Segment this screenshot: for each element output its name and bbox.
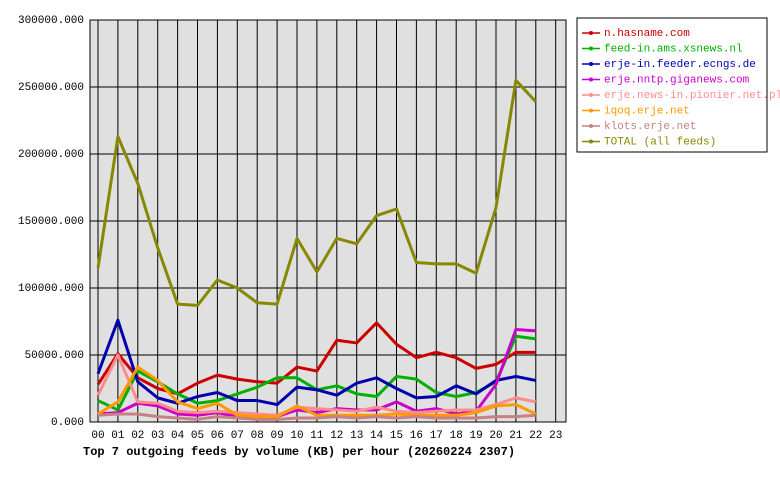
series-line bbox=[96, 78, 537, 307]
x-tick-label: 19 bbox=[469, 430, 482, 442]
x-tick-label: 23 bbox=[549, 430, 562, 442]
x-tick-label: 06 bbox=[211, 430, 224, 442]
legend-box bbox=[576, 17, 768, 153]
x-tick-label: 01 bbox=[111, 430, 125, 442]
y-tick-label: 300000.000 bbox=[18, 15, 84, 27]
legend-label: erje-in.feeder.ecngs.de bbox=[604, 59, 756, 71]
x-tick-label: 22 bbox=[529, 430, 542, 442]
legend-label: erje.nntp.giganews.com bbox=[604, 74, 750, 86]
y-tick-label: 100000.000 bbox=[18, 283, 84, 295]
legend-marker bbox=[589, 139, 593, 144]
legend-label: erje.news-in.pionier.net.pl bbox=[604, 90, 780, 102]
x-tick-label: 17 bbox=[430, 430, 443, 442]
y-tick-label: 250000.000 bbox=[18, 82, 84, 94]
x-tick-label: 05 bbox=[191, 430, 204, 442]
x-tick-label: 03 bbox=[151, 430, 164, 442]
series-line bbox=[96, 353, 537, 417]
x-tick-label: 21 bbox=[509, 430, 523, 442]
legend-marker bbox=[589, 31, 593, 35]
y-tick-label: 150000.000 bbox=[18, 216, 84, 228]
legend-label: klots.erje.net bbox=[604, 121, 696, 133]
x-tick-label: 14 bbox=[370, 430, 384, 442]
x-tick-label: 10 bbox=[290, 430, 303, 442]
x-tick-label: 20 bbox=[489, 430, 502, 442]
legend-label: TOTAL (all feeds) bbox=[604, 136, 716, 148]
legend-marker bbox=[589, 62, 593, 66]
legend-marker bbox=[589, 77, 593, 82]
x-tick-label: 16 bbox=[410, 430, 423, 442]
x-tick-label: 04 bbox=[171, 430, 185, 442]
x-tick-label: 12 bbox=[330, 430, 343, 442]
x-tick-label: 18 bbox=[450, 430, 463, 442]
x-tick-label: 09 bbox=[270, 430, 283, 442]
x-tick-label: 13 bbox=[350, 430, 363, 442]
x-tick-label: 02 bbox=[131, 430, 144, 442]
legend-label: iqoq.erje.net bbox=[604, 105, 690, 117]
x-tick-label: 11 bbox=[310, 430, 324, 442]
legend-marker bbox=[589, 93, 593, 97]
plot-border bbox=[89, 19, 567, 423]
series-line bbox=[97, 412, 536, 421]
legend-marker bbox=[589, 108, 593, 113]
y-tick-label: 200000.000 bbox=[18, 149, 84, 161]
x-tick-label: 00 bbox=[91, 430, 104, 442]
y-tick-label: 50000.000 bbox=[25, 350, 84, 362]
x-tick-label: 15 bbox=[390, 430, 403, 442]
legend-label: n.hasname.com bbox=[604, 28, 690, 40]
legend-marker bbox=[589, 46, 593, 51]
series-line bbox=[96, 318, 537, 407]
x-tick-label: 07 bbox=[231, 430, 244, 442]
legend-label: feed-in.ams.xsnews.nl bbox=[604, 43, 743, 55]
legend-marker bbox=[589, 124, 593, 128]
series-line bbox=[96, 321, 536, 396]
x-tick-label: 08 bbox=[251, 430, 264, 442]
y-tick-label: 0.000 bbox=[51, 417, 84, 429]
chart-title: Top 7 outgoing feeds by volume (KB) per … bbox=[83, 445, 515, 459]
series-line bbox=[97, 365, 537, 419]
